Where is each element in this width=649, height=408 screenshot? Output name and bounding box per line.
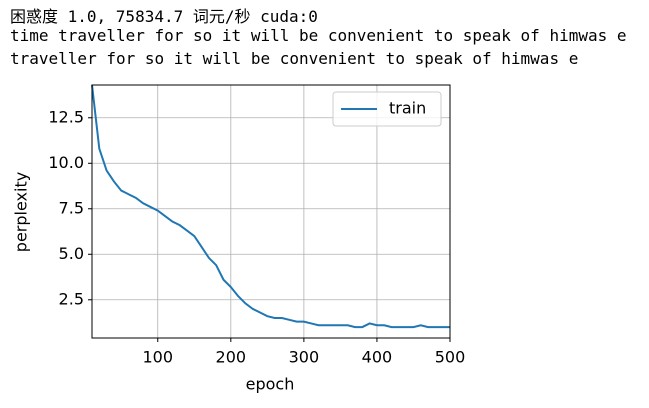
y-tick-label: 12.5: [48, 107, 84, 126]
y-axis-label: perplexity: [12, 172, 31, 252]
data-line: [91, 84, 450, 329]
output-line: 困惑度 1.0, 75834.7 词元/秒 cuda:0: [10, 7, 318, 26]
output-line: time traveller for so it will be conveni…: [10, 26, 627, 45]
output-line: traveller for so it will be convenient t…: [10, 49, 579, 68]
y-tick-label: 5.0: [59, 244, 84, 263]
plot-frame: [91, 84, 451, 339]
legend-label: train: [389, 99, 426, 118]
x-axis-label: epoch: [246, 375, 295, 394]
y-tick-label: 2.5: [59, 289, 84, 308]
x-tick-label: 200: [216, 348, 247, 367]
legend-box: [332, 91, 442, 127]
y-tick-label: 10.0: [48, 153, 84, 172]
y-tick-label: 7.5: [59, 198, 84, 217]
x-tick-label: 400: [362, 348, 393, 367]
x-tick-label: 100: [142, 348, 173, 367]
x-tick-label: 300: [289, 348, 320, 367]
x-tick-label: 500: [435, 348, 466, 367]
